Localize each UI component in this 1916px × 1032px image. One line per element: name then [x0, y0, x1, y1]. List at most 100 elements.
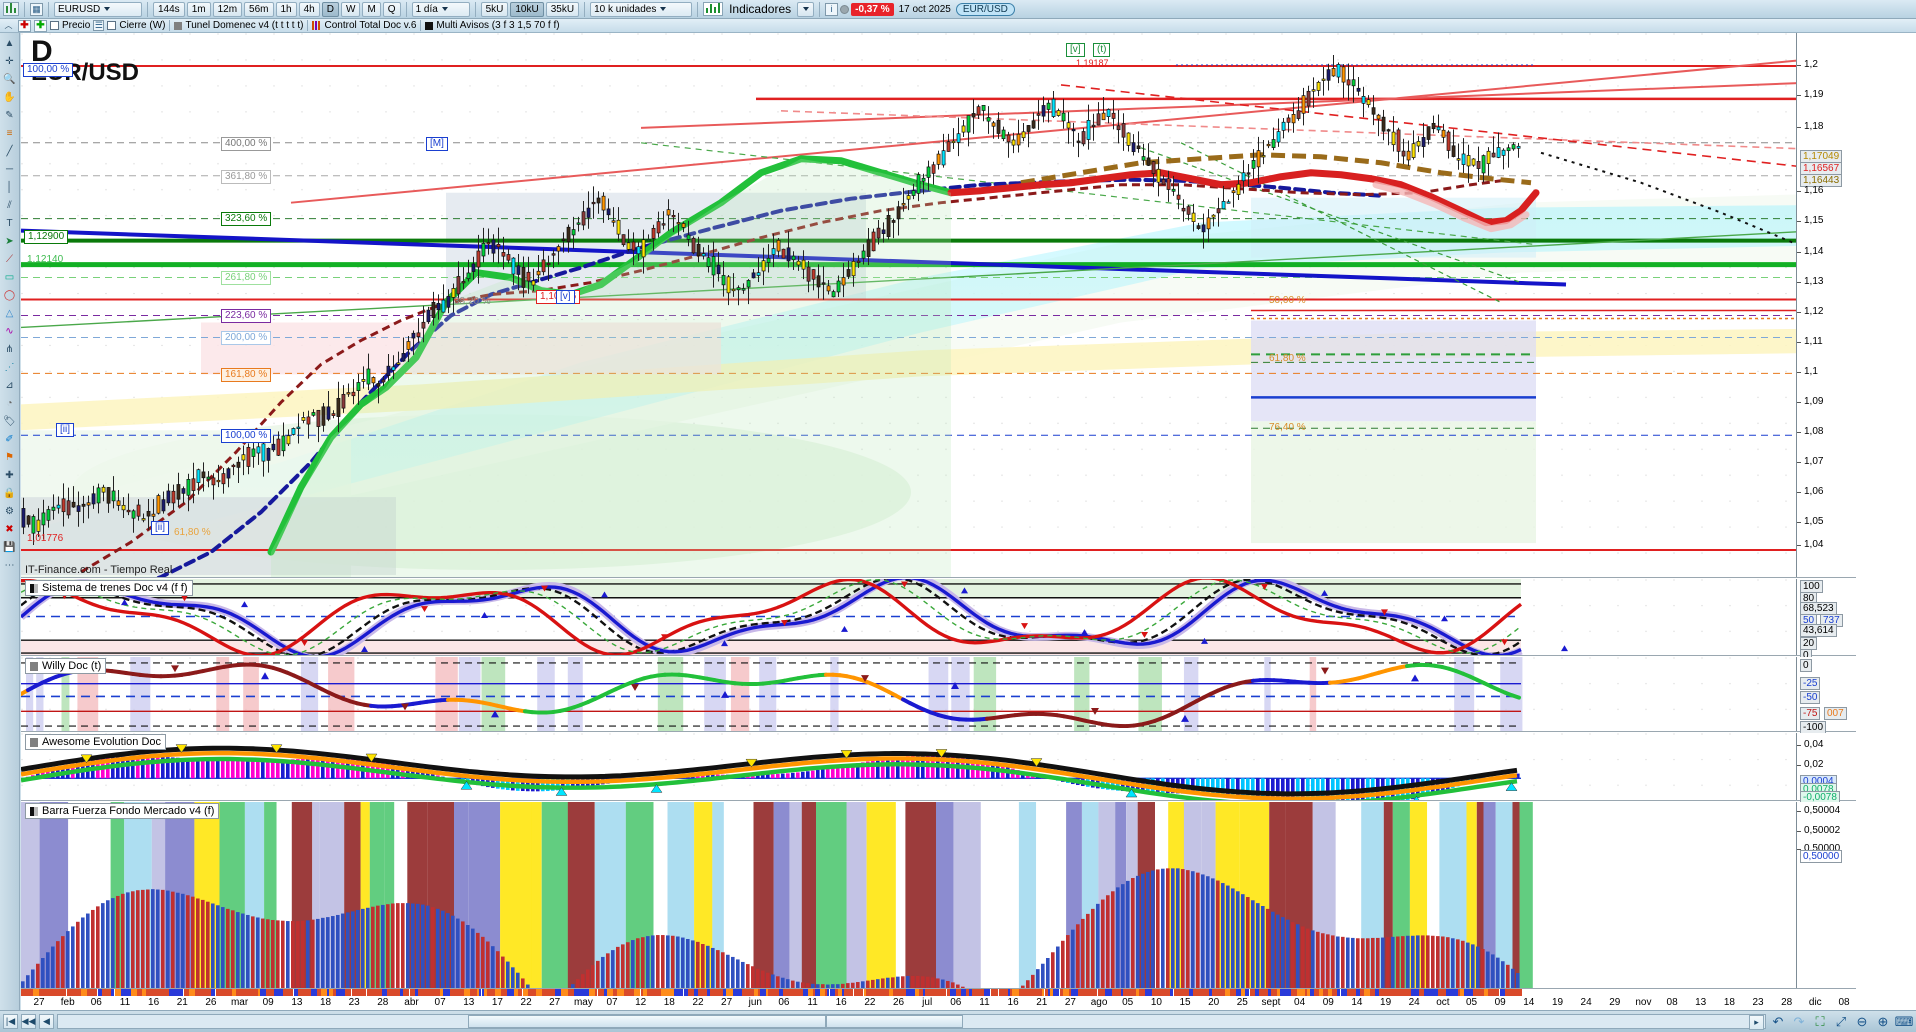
add-red-icon[interactable]: ✚: [18, 19, 31, 32]
crosshair-icon[interactable]: ✛: [5, 55, 14, 67]
next-arrow-icon[interactable]: ▸: [1749, 1015, 1764, 1030]
price-pane[interactable]: D EUR/USD IT-Finance.com - Tiempo Real 1…: [21, 33, 1856, 578]
lock-icon[interactable]: 🔒: [3, 487, 16, 499]
timeframe-m[interactable]: M: [362, 1, 381, 17]
triangle-icon[interactable]: △: [5, 307, 14, 319]
first-page-icon[interactable]: |◀: [3, 1014, 18, 1029]
annotation-marker[interactable]: [M]: [426, 137, 448, 151]
units-5ku[interactable]: 5kU: [480, 1, 509, 17]
label-icon[interactable]: 🏷: [3, 415, 16, 427]
list-icon[interactable]: ☰: [93, 20, 105, 31]
checkbox-icon[interactable]: [50, 21, 59, 30]
delete-icon[interactable]: ✖: [5, 523, 14, 535]
awesome-evolution-axis[interactable]: 0,04 0,02 0,0004 0,0078 -0,0078: [1796, 733, 1856, 804]
indicator-pane-awesome-evolution[interactable]: Awesome Evolution Doc 0,04 0,02 0,0004 0…: [21, 733, 1856, 804]
wave-icon[interactable]: ∿: [5, 325, 14, 337]
pane-title-willy-doc[interactable]: Willy Doc (t): [25, 658, 107, 674]
annotation-marker[interactable]: (t): [1093, 43, 1111, 57]
ruler-icon[interactable]: ⟋: [6, 253, 13, 265]
horizontal-scrollbar[interactable]: ▸: [57, 1014, 1766, 1030]
price-axis[interactable]: 1,2 1,19 1,18 1,17049 1,16567 1,16443 1,…: [1796, 33, 1856, 577]
timeframe-d[interactable]: D: [321, 1, 339, 17]
pane-title-awesome-evolution[interactable]: Awesome Evolution Doc: [25, 734, 167, 750]
cycle-icon[interactable]: ◔: [6, 397, 13, 409]
keyboard-icon[interactable]: ⌨: [1894, 1013, 1914, 1029]
chip-precio[interactable]: Precio: [50, 20, 90, 31]
indicators-label[interactable]: Indicadores: [729, 2, 792, 16]
period-selector[interactable]: 1 día: [411, 1, 470, 17]
checkbox-icon[interactable]: [107, 21, 117, 30]
gann-icon[interactable]: ⊿: [5, 379, 14, 391]
sistema-trenes-axis[interactable]: 100 80 68,523 50 737 43,614 20 0: [1796, 579, 1856, 662]
undo-icon[interactable]: ↶: [1772, 1013, 1784, 1029]
zigzag-icon[interactable]: ⋰: [4, 361, 15, 373]
pane-title-sistema-trenes[interactable]: Sistema de trenes Doc v4 (f f): [25, 580, 193, 596]
settings-icon[interactable]: ⚙: [5, 505, 14, 517]
willy-doc-axis[interactable]: 0 -25 -50 -75 007 -100: [1796, 657, 1856, 734]
indicator-pane-barra-fuerza[interactable]: Barra Fuerza Fondo Mercado v4 (f) 0,5000…: [21, 802, 1856, 1010]
text-icon[interactable]: T: [6, 217, 13, 229]
brush-icon[interactable]: ✐: [5, 433, 14, 445]
annotation-marker[interactable]: [ii]: [151, 521, 169, 535]
date-axis[interactable]: 27 feb 06 11 16 21 26 mar 09 13 18 23 28 abr 07 13 17 22 2…: [21, 988, 1856, 1010]
timeframe-4h[interactable]: 4h: [298, 1, 320, 17]
arrow-icon[interactable]: ➤: [5, 235, 14, 247]
scrollbar-thumb[interactable]: [467, 1015, 827, 1028]
timeframe-12m[interactable]: 12m: [212, 1, 243, 17]
chevron-up-icon[interactable]: ︿: [4, 21, 13, 30]
prev-page-icon[interactable]: ◀◀: [21, 1014, 36, 1029]
annotation-marker[interactable]: [v]: [556, 290, 575, 304]
redo-icon[interactable]: ↷: [1793, 1013, 1805, 1029]
timeframe-w[interactable]: W: [340, 1, 361, 17]
chip-tunel-domenec[interactable]: Tunel Domenec v4 (t t t t t): [174, 20, 303, 31]
magnifier-icon[interactable]: 🔍: [3, 73, 16, 85]
indicator-pane-sistema-trenes[interactable]: Sistema de trenes Doc v4 (f f) 100 80 68…: [21, 579, 1856, 662]
willy-doc-plot[interactable]: [21, 657, 1856, 731]
timeframe-144s[interactable]: 144s: [153, 1, 185, 17]
vertical-line-icon[interactable]: │: [6, 181, 13, 193]
info-icon[interactable]: i: [825, 2, 839, 16]
prev-icon[interactable]: ◀: [39, 1014, 54, 1029]
indicator-pane-willy-doc[interactable]: Willy Doc (t) 0 -25 -50 -75 007 -100: [21, 657, 1856, 734]
scrollbar-thumb-right[interactable]: [826, 1015, 963, 1028]
channel-icon[interactable]: ⫽: [7, 199, 12, 211]
record-dot-icon[interactable]: [840, 4, 850, 14]
sistema-trenes-plot[interactable]: [21, 579, 1856, 655]
price-plot[interactable]: D EUR/USD IT-Finance.com - Tiempo Real 1…: [21, 33, 1856, 577]
zoom-out-icon[interactable]: ⊖: [1856, 1013, 1868, 1029]
save-icon[interactable]: 💾: [3, 541, 16, 553]
fibonacci-icon[interactable]: ≡: [6, 127, 13, 139]
alert-icon[interactable]: ⚑: [5, 451, 14, 463]
symbol-selector[interactable]: EURUSD: [54, 1, 142, 17]
units-10ku[interactable]: 10kU: [510, 1, 544, 17]
timeframe-1m[interactable]: 1m: [186, 1, 211, 17]
trendline-icon[interactable]: ╱: [6, 145, 13, 157]
awesome-evolution-plot[interactable]: [21, 733, 1856, 800]
barra-fuerza-plot[interactable]: [21, 802, 1856, 1010]
indicators-dropdown-button[interactable]: [797, 1, 815, 17]
more-tools-icon[interactable]: ⋯: [4, 559, 15, 571]
layout-grid-icon[interactable]: ▦: [30, 2, 43, 16]
units-35ku[interactable]: 35kU: [545, 1, 580, 17]
chip-multi-avisos[interactable]: Multi Avisos (3 f 3 1,5 70 f f): [425, 20, 560, 31]
hand-icon[interactable]: ✋: [3, 91, 16, 103]
chip-cierre[interactable]: Cierre (W): [107, 20, 165, 31]
timeframe-q[interactable]: Q: [382, 1, 401, 17]
barra-fuerza-axis[interactable]: 0,50004 0,50002 0,50000 0,50000: [1796, 802, 1856, 1010]
auto-scale-icon[interactable]: ⛶: [1815, 1013, 1825, 1029]
rectangle-icon[interactable]: ▭: [4, 271, 15, 283]
pencil-icon[interactable]: ✎: [5, 109, 14, 121]
cursor-icon[interactable]: ▲: [4, 37, 15, 49]
horizontal-line-icon[interactable]: ─: [5, 163, 14, 175]
chip-control-total[interactable]: Control Total Doc v.6: [312, 20, 416, 31]
annotate-icon[interactable]: ✚: [5, 469, 14, 481]
annotation-marker[interactable]: [v]: [1066, 43, 1085, 57]
pitchfork-icon[interactable]: ⋔: [5, 343, 14, 355]
annotation-marker[interactable]: [ii]: [56, 423, 74, 437]
add-green-icon[interactable]: ✚: [34, 19, 47, 32]
timeframe-1h[interactable]: 1h: [275, 1, 297, 17]
pane-title-barra-fuerza[interactable]: Barra Fuerza Fondo Mercado v4 (f): [25, 803, 220, 819]
quantity-selector[interactable]: 10 k unidades: [590, 1, 693, 17]
zoom-in-icon[interactable]: ⊕: [1877, 1013, 1889, 1029]
fit-screen-icon[interactable]: ⤢: [1835, 1013, 1847, 1029]
